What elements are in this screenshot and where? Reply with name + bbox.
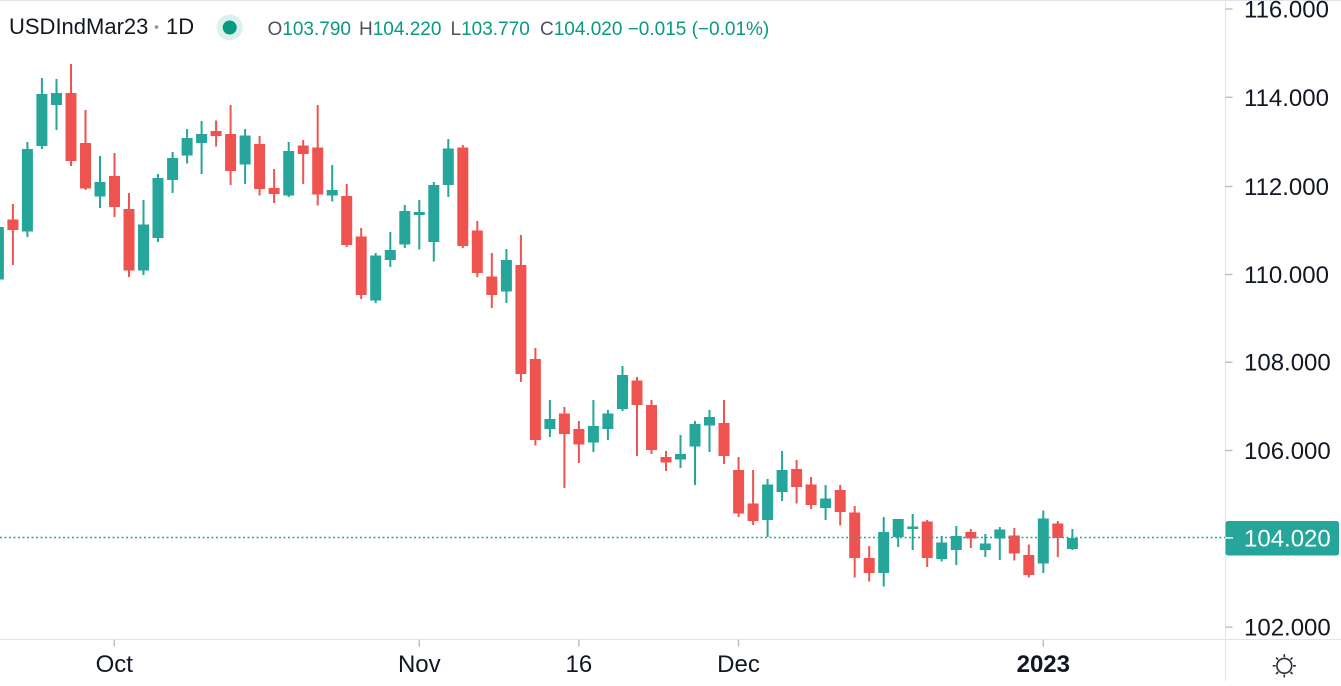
svg-text:USDIndMar23: USDIndMar23 [9, 14, 148, 39]
svg-text:L103.770: L103.770 [451, 19, 530, 40]
svg-text:1D: 1D [166, 14, 194, 39]
svg-text:114.000: 114.000 [1244, 85, 1329, 112]
svg-text:116.000: 116.000 [1244, 0, 1329, 24]
svg-text:H104.220: H104.220 [359, 19, 441, 40]
svg-text:110.000: 110.000 [1244, 262, 1329, 289]
svg-text:−0.015 (−0.01%): −0.015 (−0.01%) [628, 19, 770, 40]
svg-text:106.000: 106.000 [1244, 438, 1331, 465]
svg-text:104.020: 104.020 [1244, 525, 1331, 552]
svg-text:O103.790: O103.790 [268, 19, 351, 40]
svg-text:Dec: Dec [717, 651, 760, 678]
svg-text:Nov: Nov [398, 651, 441, 678]
svg-text:112.000: 112.000 [1244, 174, 1329, 201]
svg-text:16: 16 [566, 651, 593, 678]
svg-text:C104.020: C104.020 [540, 19, 622, 40]
svg-text:2023: 2023 [1017, 651, 1070, 678]
svg-text:108.000: 108.000 [1244, 350, 1331, 377]
svg-text:Oct: Oct [96, 651, 134, 678]
svg-text:102.000: 102.000 [1244, 615, 1331, 642]
